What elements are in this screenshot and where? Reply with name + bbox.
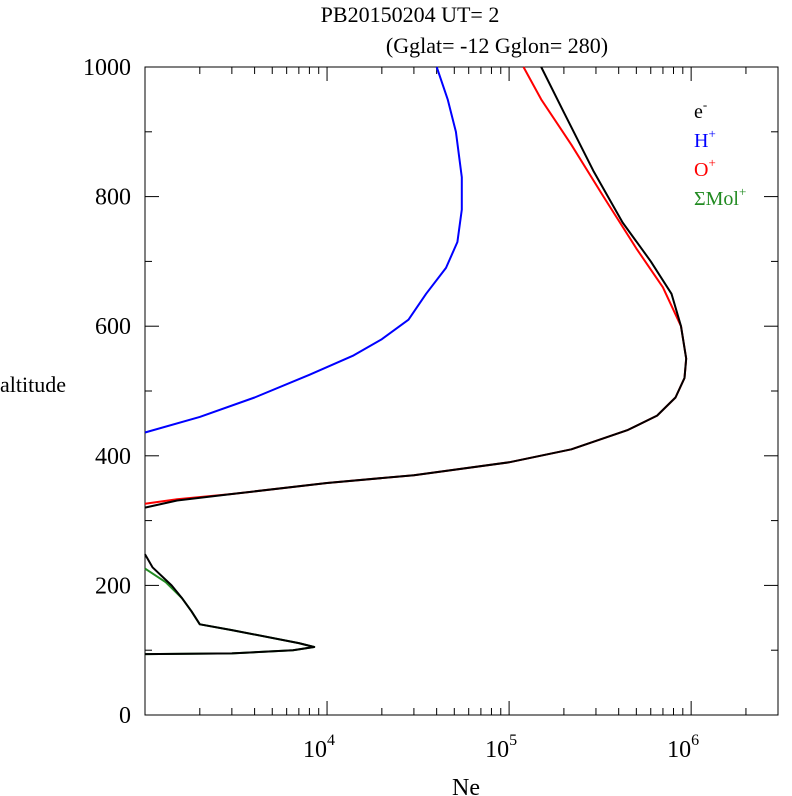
y-tick-label: 1000 — [83, 55, 131, 81]
series-line-e — [144, 66, 688, 509]
series-lines — [144, 66, 688, 656]
chart-title: PB20150204 UT= 2 — [321, 2, 500, 27]
legend: e- H+ O+ ΣMol+ — [694, 97, 746, 210]
series-line-h — [144, 66, 463, 434]
legend-item: O+ — [694, 155, 716, 181]
x-axis-label: Ne — [452, 775, 480, 796]
series-line-e — [144, 553, 316, 656]
axis-ticks: 0 200 400 600 800 1000 104 105 106 — [83, 55, 778, 763]
chart-subtitle: (Gglat= -12 Gglon= 280) — [386, 33, 608, 58]
legend-item: ΣMol+ — [694, 184, 746, 210]
y-axis-label: altitude — [0, 372, 66, 397]
y-tick-label: 600 — [95, 314, 131, 340]
y-tick-label: 200 — [95, 573, 131, 599]
legend-item: H+ — [694, 126, 716, 152]
plot-frame — [144, 66, 779, 716]
x-tick-label: 105 — [485, 732, 517, 763]
y-tick-label: 0 — [119, 703, 131, 729]
y-tick-label: 400 — [95, 444, 131, 470]
x-tick-label: 104 — [303, 732, 335, 763]
x-tick-label: 106 — [667, 732, 699, 763]
y-tick-label: 800 — [95, 185, 131, 211]
legend-item: e- — [694, 97, 707, 123]
